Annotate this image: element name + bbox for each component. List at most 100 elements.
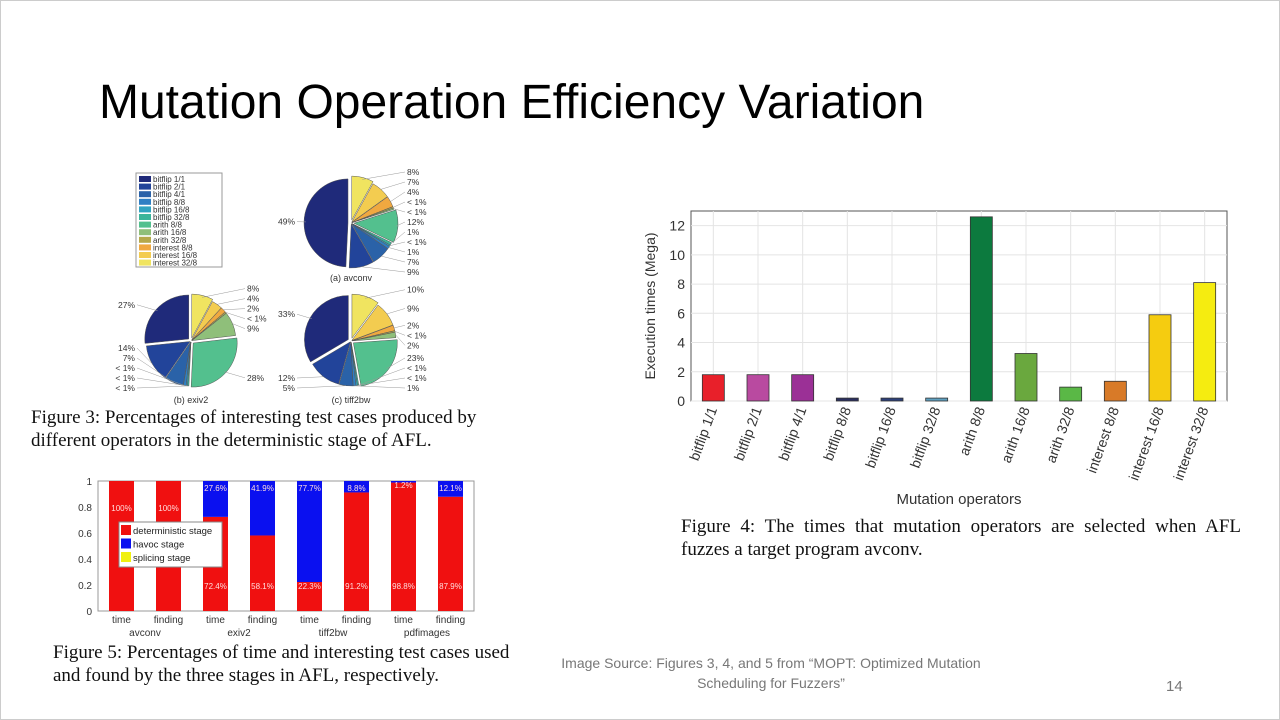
pie-slice-label: < 1%: [115, 363, 135, 373]
stacked-bar-segment: [250, 481, 275, 536]
pie-slice-label: 2%: [407, 340, 420, 350]
legend-swatch: [139, 206, 151, 213]
x-tick-label: time: [300, 615, 319, 626]
pie-slice-label: < 1%: [115, 373, 135, 383]
y-tick-label: 0.6: [78, 529, 92, 540]
data-label: 12.1%: [439, 484, 462, 493]
bar: [1148, 314, 1172, 402]
pie-leader-line: [217, 298, 246, 305]
figure-5-caption: Figure 5: Percentages of time and intere…: [53, 642, 510, 686]
y-tick-label: 6: [677, 305, 685, 321]
data-label: 58.1%: [251, 582, 274, 591]
x-tick-label: bitflip 2/1: [731, 404, 765, 462]
legend-swatch: [139, 198, 151, 205]
bar: [746, 374, 770, 402]
data-label: 77.7%: [298, 484, 321, 493]
legend-label: interest 32/8: [153, 259, 198, 268]
bar: [835, 397, 859, 402]
x-tick-label: finding: [248, 615, 277, 626]
pie-slice-label: 28%: [247, 373, 264, 383]
group-label: avconv: [129, 628, 161, 639]
pie-slice-label: 5%: [283, 383, 296, 393]
pie-slice-label: 14%: [118, 343, 135, 353]
legend-swatch: [139, 259, 151, 266]
bar: [925, 397, 949, 402]
pie-leader-line: [393, 208, 406, 213]
data-label: 1.2%: [394, 481, 412, 490]
pie-leader-line: [354, 385, 406, 389]
x-tick-label: bitflip 8/8: [820, 404, 854, 462]
pie-slice: [191, 311, 227, 341]
pie-leader-line: [393, 201, 406, 208]
legend-label: bitflip 4/1: [153, 190, 186, 199]
pie-leader-line: [223, 371, 246, 379]
pie-leader-line: [223, 308, 246, 311]
pie-leader-line: [386, 357, 406, 369]
image-source-note: Image Source: Figures 3, 4, and 5 from “…: [561, 655, 981, 691]
pie-leader-line: [296, 314, 312, 319]
y-tick-label: 10: [669, 247, 685, 263]
pie-slice: [353, 209, 399, 243]
bar: [701, 374, 725, 402]
figure-4-bar-chart: 0 2 4 6 8 10 12 bitflip 1/1 bitflip 2/1 bitflip 4…: [642, 210, 1228, 508]
data-label: 91.2%: [345, 582, 368, 591]
y-tick-label: 2: [677, 364, 685, 380]
x-tick-label: bitflip 4/1: [775, 404, 809, 462]
pie-slice-label: 4%: [407, 187, 420, 197]
legend-swatch: [121, 525, 131, 535]
pie-slice-label: < 1%: [407, 363, 427, 373]
pie-leader-line: [381, 255, 406, 263]
stacked-bar-segment: [344, 481, 369, 493]
pie-title: (b) exiv2: [174, 395, 209, 405]
legend-label: bitflip 16/8: [153, 205, 190, 214]
legend-label: bitflip 1/1: [153, 175, 186, 184]
pie-leader-line: [358, 367, 406, 386]
pie-slice-label: 1%: [407, 227, 420, 237]
pie-leader-line: [395, 221, 406, 227]
x-tick-label: arith 32/8: [1042, 404, 1077, 465]
x-tick-label: finding: [436, 615, 465, 626]
data-label: 98.8%: [392, 582, 415, 591]
x-axis-label: Mutation operators: [896, 491, 1021, 508]
pie-slice-label: 8%: [247, 284, 260, 294]
legend-label: bitflip 2/1: [153, 183, 186, 192]
data-label: 27.6%: [204, 484, 227, 493]
pie-slice-label: 7%: [407, 177, 420, 187]
bar: [1059, 386, 1083, 402]
x-tick-label: arith 16/8: [998, 404, 1033, 465]
pie-leader-line: [225, 312, 246, 319]
y-tick-label: 0: [677, 393, 685, 409]
legend-label: interest 8/8: [153, 243, 193, 252]
y-axis-label: Execution times (Mega): [642, 232, 658, 379]
pie-slice-label: 23%: [407, 353, 424, 363]
figure-4-caption: Figure 4: The times that mutation operat…: [681, 516, 1241, 560]
data-label: 22.3%: [298, 582, 321, 591]
pie-slice-label: 12%: [278, 373, 295, 383]
y-tick-label: 1: [86, 477, 92, 488]
group-label: exiv2: [227, 628, 251, 639]
data-label: 100%: [158, 504, 178, 513]
pie-slice-label: 7%: [407, 257, 420, 267]
pie-leader-line: [136, 377, 187, 387]
pie-slice-label: 8%: [407, 167, 420, 177]
legend-label: deterministic stage: [133, 526, 212, 537]
legend-label: bitflip 8/8: [153, 198, 186, 207]
pie-leader-line: [362, 171, 406, 180]
pie-slice-label: 12%: [407, 217, 424, 227]
legend-swatch: [139, 252, 151, 258]
x-tick-label: arith 8/8: [956, 404, 988, 457]
pie-slice: [351, 175, 374, 221]
slide-title: Mutation Operation Efficiency Variation: [99, 76, 925, 129]
stacked-bar-segment: [344, 492, 369, 611]
pie-slice-label: 49%: [278, 217, 295, 227]
legend-swatch: [139, 236, 151, 243]
plot-area: [690, 210, 1228, 402]
x-tick-label: bitflip 32/8: [907, 404, 944, 470]
legend-swatch: [139, 229, 151, 236]
x-tick-label: interest 8/8: [1083, 404, 1122, 475]
figure-3-caption: Figure 3: Percentages of interesting tes…: [31, 407, 477, 451]
pie-slice-label: < 1%: [407, 373, 427, 383]
pie-slice: [191, 312, 236, 341]
legend-label: splicing stage: [133, 553, 191, 564]
